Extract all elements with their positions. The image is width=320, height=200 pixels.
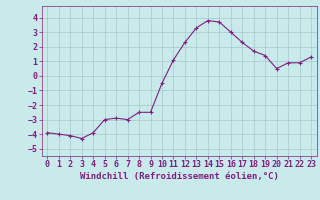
X-axis label: Windchill (Refroidissement éolien,°C): Windchill (Refroidissement éolien,°C) (80, 172, 279, 181)
